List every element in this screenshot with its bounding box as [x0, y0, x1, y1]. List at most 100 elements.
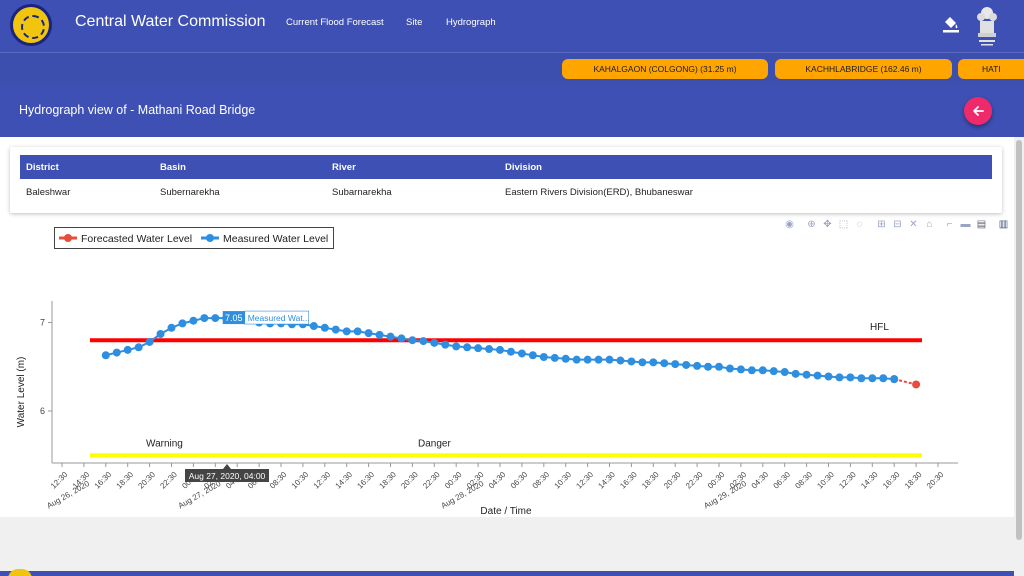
measured-point[interactable]	[671, 360, 680, 369]
measured-point[interactable]	[758, 366, 767, 375]
paint-bucket-icon[interactable]	[942, 15, 960, 33]
zoom-icon[interactable]: ⊕	[807, 219, 816, 230]
measured-point[interactable]	[101, 351, 110, 360]
zoom-in-icon[interactable]: ⊞	[877, 219, 886, 230]
measured-point[interactable]	[780, 368, 789, 377]
measured-point[interactable]	[452, 342, 461, 351]
measured-point[interactable]	[682, 360, 691, 369]
measured-point[interactable]	[189, 316, 198, 325]
ticker-station[interactable]: HATI	[958, 59, 1024, 79]
measured-point[interactable]	[550, 353, 559, 362]
measured-point[interactable]	[769, 367, 778, 376]
measured-point[interactable]	[715, 362, 723, 371]
measured-point[interactable]	[112, 348, 121, 357]
legend-forecast-entry[interactable]: Forecasted Water Level	[59, 233, 192, 245]
measured-point[interactable]	[649, 358, 658, 367]
measured-point[interactable]	[627, 357, 636, 366]
hover-closest-icon[interactable]: ▬	[960, 219, 971, 230]
measured-point[interactable]	[660, 359, 669, 368]
pan-icon[interactable]: ✥	[823, 219, 832, 230]
measured-point[interactable]	[430, 338, 439, 347]
measured-point[interactable]	[693, 361, 702, 370]
measured-point[interactable]	[868, 374, 877, 383]
measured-point[interactable]	[496, 345, 504, 354]
spike-lines-icon[interactable]: ⌐	[946, 219, 953, 230]
measured-point[interactable]	[846, 373, 855, 382]
scrollbar-thumb[interactable]	[1016, 140, 1022, 540]
measured-point[interactable]	[539, 353, 548, 362]
measured-point[interactable]	[123, 345, 132, 354]
measured-point[interactable]	[397, 334, 406, 343]
nav-site[interactable]: Site	[406, 17, 423, 28]
measured-point[interactable]	[145, 337, 154, 346]
nav-current-flood-forecast[interactable]: Current Flood Forecast	[286, 17, 384, 28]
measured-point[interactable]	[375, 330, 384, 339]
measured-point[interactable]	[528, 351, 537, 360]
national-emblem-icon	[977, 7, 997, 46]
zoom-out-icon[interactable]: ⊟	[893, 219, 902, 230]
measured-point[interactable]	[736, 365, 745, 374]
x-tick-label: 16:30	[93, 470, 114, 491]
measured-point[interactable]	[890, 375, 899, 384]
measured-point[interactable]	[704, 362, 713, 371]
measured-point[interactable]	[364, 329, 373, 338]
measured-point[interactable]	[824, 372, 833, 381]
measured-point[interactable]	[747, 366, 756, 375]
measured-point[interactable]	[320, 323, 329, 332]
cwc-logo[interactable]	[10, 4, 52, 46]
measured-point[interactable]	[167, 323, 176, 332]
hover-x-caret	[223, 464, 231, 469]
measured-point[interactable]	[463, 343, 472, 352]
camera-icon[interactable]: ◉	[785, 219, 794, 230]
legend-measured-entry[interactable]: Measured Water Level	[201, 233, 328, 245]
measured-point[interactable]	[517, 349, 526, 358]
x-tick-label: 20:30	[925, 470, 946, 491]
back-button[interactable]	[964, 97, 992, 125]
measured-point[interactable]	[583, 355, 592, 364]
measured-point[interactable]	[638, 358, 647, 367]
measured-point[interactable]	[857, 374, 866, 383]
forecast-point[interactable]	[912, 380, 921, 389]
measured-point[interactable]	[791, 369, 800, 378]
measured-point[interactable]	[725, 364, 734, 373]
measured-point[interactable]	[156, 330, 165, 339]
site-table-header	[20, 155, 992, 179]
measured-point[interactable]	[616, 356, 625, 365]
lasso-select-icon[interactable]: ◌	[856, 219, 863, 230]
measured-point[interactable]	[594, 355, 603, 364]
measured-point[interactable]	[178, 319, 187, 328]
home-icon[interactable]: ⌂	[926, 219, 933, 230]
measured-point[interactable]	[408, 336, 417, 345]
measured-point[interactable]	[342, 327, 351, 336]
plotly-logo-icon[interactable]: ▥	[998, 219, 1009, 230]
measured-point[interactable]	[331, 325, 340, 334]
measured-point[interactable]	[353, 327, 362, 336]
box-select-icon[interactable]: ⬚	[838, 219, 849, 230]
measured-point[interactable]	[419, 337, 428, 346]
app-title[interactable]: Central Water Commission	[75, 13, 266, 30]
measured-point[interactable]	[561, 354, 570, 363]
measured-point[interactable]	[879, 374, 888, 383]
measured-point[interactable]	[309, 322, 318, 331]
ticker-station[interactable]: KAHALGAON (COLGONG) (31.25 m)	[562, 59, 768, 79]
measured-point[interactable]	[506, 347, 515, 356]
ticker-station[interactable]: KACHHLABRIDGE (162.46 m)	[775, 59, 952, 79]
nav-hydrograph[interactable]: Hydrograph	[446, 17, 496, 28]
measured-point[interactable]	[485, 345, 494, 354]
measured-point[interactable]	[134, 343, 143, 352]
measured-point[interactable]	[441, 340, 450, 349]
measured-point[interactable]	[605, 355, 614, 364]
measured-point[interactable]	[200, 314, 209, 323]
measured-point[interactable]	[813, 371, 822, 380]
measured-point[interactable]	[802, 370, 811, 379]
measured-point[interactable]	[386, 332, 395, 341]
measured-point[interactable]	[572, 355, 581, 364]
x-tick-label: 18:30	[115, 470, 136, 491]
measured-point[interactable]	[835, 373, 844, 382]
measured-point[interactable]	[211, 314, 220, 323]
cell-river: Subarnarekha	[332, 187, 392, 198]
autoscale-icon[interactable]: ✕	[909, 219, 918, 230]
hover-compare-icon[interactable]: ▤	[976, 219, 987, 230]
measured-point[interactable]	[474, 344, 483, 353]
